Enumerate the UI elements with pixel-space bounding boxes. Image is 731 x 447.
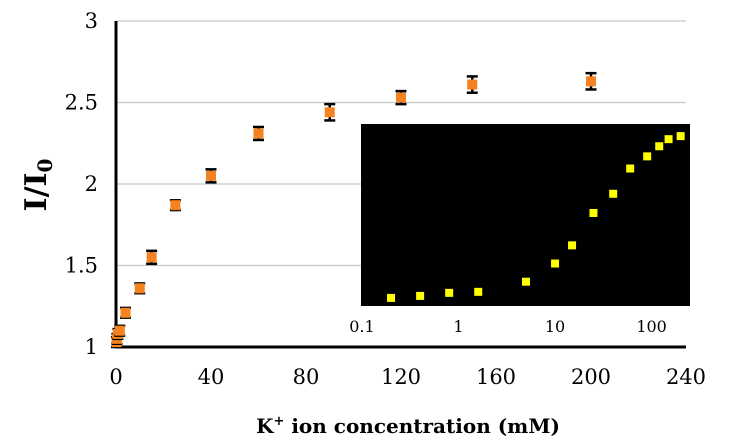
inset-data-marker [551, 259, 560, 268]
x-tick-label: 40 [198, 365, 225, 389]
y-axis-title: I/I0 [19, 159, 57, 212]
inset-data-marker [626, 164, 635, 173]
data-point [205, 168, 217, 184]
x-tick-label: 120 [381, 365, 421, 389]
data-point [134, 282, 146, 295]
x-tick-label: 160 [476, 365, 516, 389]
main-axes [114, 21, 686, 349]
data-marker [134, 283, 145, 294]
inset-x-tick-label: 0.1 [349, 317, 374, 336]
inset-data-marker [589, 208, 598, 217]
main-series [110, 71, 597, 349]
inset-data-marker [655, 142, 664, 151]
data-marker [120, 307, 131, 318]
data-marker [206, 170, 216, 181]
data-point [395, 89, 407, 106]
inset-x-tick-label: 1 [453, 317, 463, 336]
x-tick-labels: 0 40 80 120 160 200 240 [109, 365, 706, 389]
inset-data-marker [522, 277, 530, 286]
data-point [146, 249, 158, 266]
data-point [585, 71, 597, 91]
inset-data-marker [676, 132, 685, 141]
inset-series [387, 132, 685, 302]
data-marker [324, 107, 335, 118]
y-tick-label: 1 [85, 335, 98, 359]
data-point [466, 75, 478, 94]
y-tick-label: 2.5 [65, 91, 98, 115]
y-tick-label: 2 [85, 172, 98, 196]
y-tick-labels: 1 1.5 2 2.5 3 [65, 9, 98, 359]
data-marker [170, 200, 181, 211]
x-tick-label: 200 [571, 365, 611, 389]
data-point [169, 199, 181, 212]
data-point [114, 324, 126, 337]
x-tick-label: 0 [109, 365, 122, 389]
data-marker [146, 252, 157, 263]
x-axis-title: K+ ion concentration (mM) [256, 414, 560, 438]
y-tick-label: 3 [85, 9, 98, 33]
data-point [120, 306, 131, 319]
inset-x-tick-labels: 0.1 1 10 100 [349, 317, 667, 336]
inset-data-marker [643, 152, 652, 161]
data-marker [114, 325, 125, 336]
inset-data-marker [445, 288, 454, 297]
inset-data-marker [609, 189, 618, 198]
inset-data-marker [474, 287, 483, 296]
x-tick-label: 80 [293, 365, 320, 389]
inset-chart: 0.1 1 10 100 [349, 124, 690, 336]
data-marker [467, 79, 478, 90]
data-marker [253, 128, 264, 139]
inset-data-marker [664, 135, 673, 144]
data-point [253, 125, 264, 142]
y-tick-label: 1.5 [65, 254, 98, 278]
inset-background [361, 124, 690, 306]
inset-x-tick-label: 10 [545, 317, 565, 336]
data-marker [396, 92, 406, 103]
inset-data-marker [387, 293, 396, 302]
inset-data-marker [416, 291, 425, 300]
inset-x-tick-label: 100 [636, 317, 667, 336]
data-marker [586, 76, 596, 87]
inset-data-marker [568, 241, 577, 250]
x-tick-label: 240 [666, 365, 706, 389]
data-point [324, 102, 336, 122]
